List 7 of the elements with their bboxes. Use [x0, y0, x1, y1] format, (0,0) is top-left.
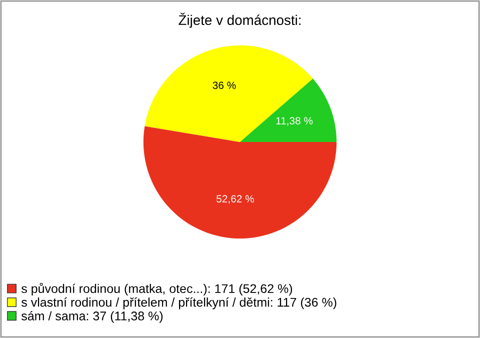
chart-title: Žijete v domácnosti:	[178, 12, 300, 28]
data-label: 36 %	[212, 82, 236, 89]
legend-label: sám / sama: 37 (11,38 %)	[22, 311, 163, 323]
legend-label: s vlastní rodinou / přítelem / přítelkyní / dětmi: 117 (36 %)	[22, 297, 336, 310]
legend-label: s původní rodinou (matka, otec...): 171 (52,62 %)	[22, 282, 292, 296]
data-label: 52,62 %	[216, 195, 254, 204]
data-label: 11,38 %	[276, 117, 313, 126]
